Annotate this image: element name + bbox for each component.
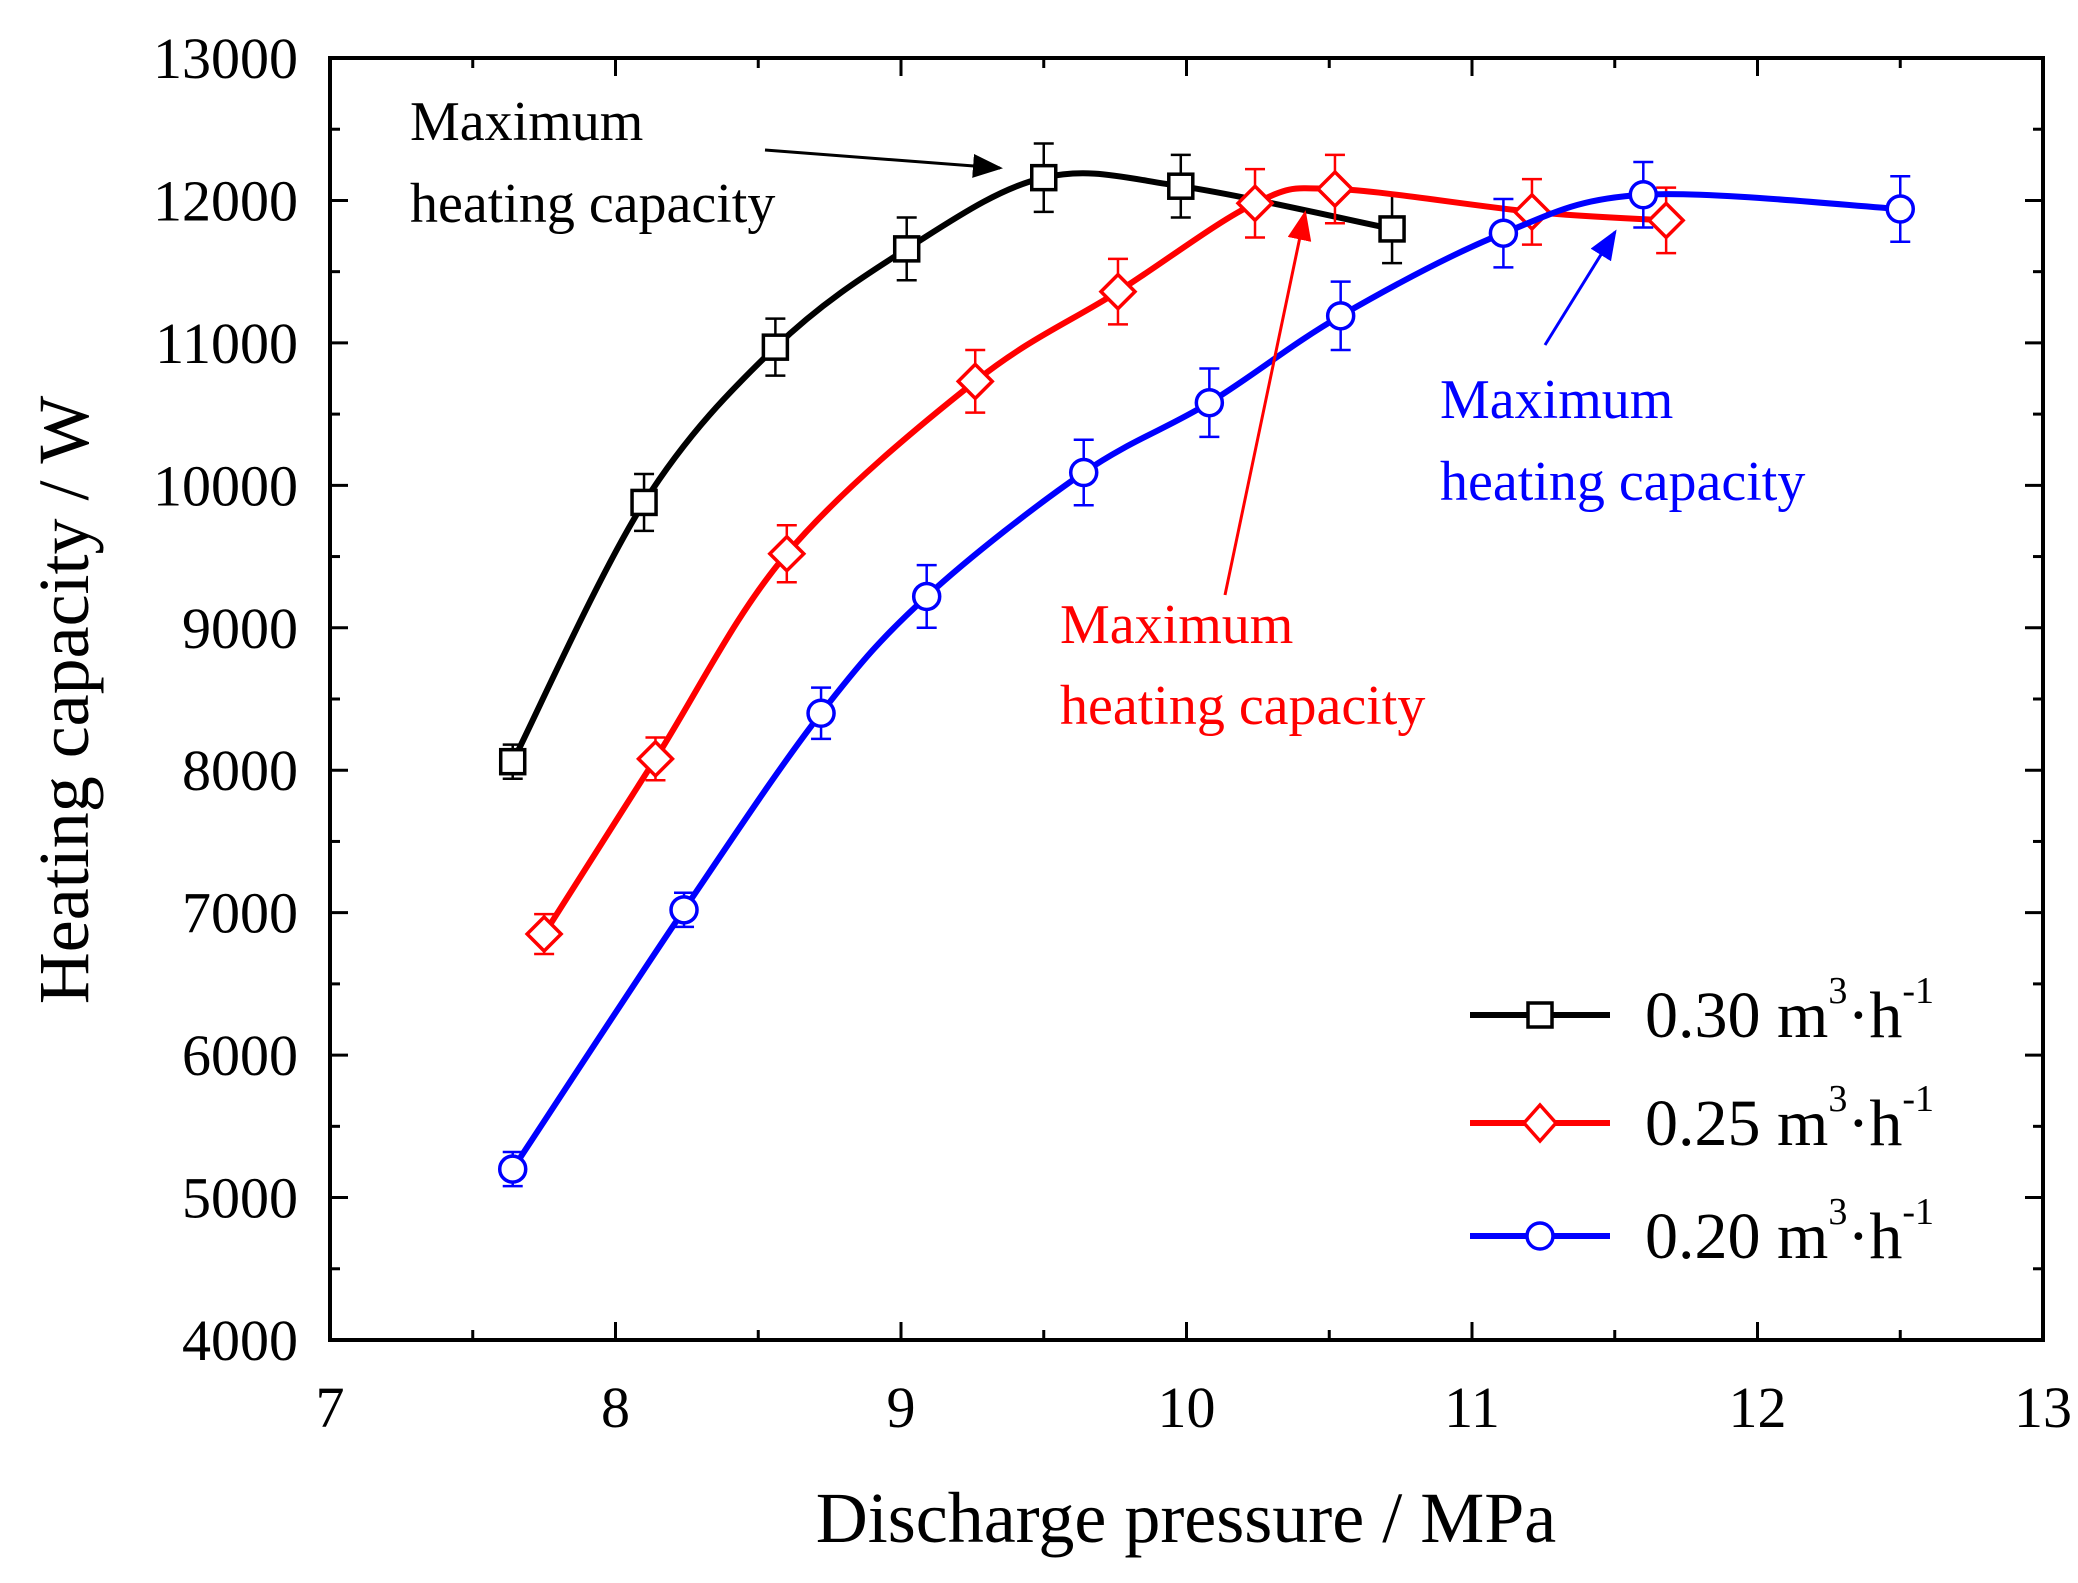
y-tick-label: 10000 xyxy=(153,453,298,518)
y-tick-label: 6000 xyxy=(182,1023,298,1088)
annotation-black-arrow xyxy=(764,148,1003,178)
y-tick-label: 11000 xyxy=(155,311,298,376)
data-point-diamond xyxy=(1235,183,1275,223)
series-layer xyxy=(497,142,1915,1188)
legend-label-main: 0.25 m xyxy=(1645,1087,1828,1160)
series-line xyxy=(541,185,1667,936)
x-tick-label: 13 xyxy=(2014,1375,2072,1440)
x-tick-label: 12 xyxy=(1729,1375,1787,1440)
x-tick-labels: 7 8 9 10 11 12 13 xyxy=(316,1375,2073,1440)
annotation-red-line1: Maximum xyxy=(1060,594,1293,656)
data-point-circle xyxy=(1068,457,1099,488)
x-tick-label: 8 xyxy=(601,1375,630,1440)
x-tick-label: 11 xyxy=(1444,1375,1500,1440)
legend-entry-0-30: 0.30 m3·h-1 xyxy=(1470,970,1934,1052)
ticks-layer xyxy=(328,56,2045,1342)
data-point-diamond xyxy=(1315,169,1355,209)
y-tick-label: 9000 xyxy=(182,596,298,661)
series-square xyxy=(498,142,1406,781)
data-point-square xyxy=(892,235,921,263)
data-point-circle xyxy=(1325,301,1356,331)
data-point-square xyxy=(1167,172,1195,200)
x-tick-label: 9 xyxy=(887,1375,916,1440)
legend-entry-0-25: 0.25 m3·h-1 xyxy=(1470,1078,1934,1160)
legend-label-mid: ·h xyxy=(1847,979,1902,1052)
data-point-diamond xyxy=(524,914,564,954)
data-point-square xyxy=(630,488,658,517)
series-circle xyxy=(497,160,1915,1188)
annotation-red-arrow xyxy=(1223,210,1312,596)
annotation-blue-line2: heating capacity xyxy=(1440,451,1805,513)
data-point-circle xyxy=(1488,218,1519,248)
y-tick-label: 8000 xyxy=(182,738,298,803)
annotation-red-line2: heating capacity xyxy=(1060,675,1425,737)
legend: 0.30 m3·h-1 0.25 m3·h-1 0.20 m3·h-1 xyxy=(1470,970,1934,1273)
y-tick-label: 13000 xyxy=(153,26,298,91)
legend-label: 0.30 m3·h-1 xyxy=(1645,970,1934,1052)
x-tick-label: 7 xyxy=(316,1375,345,1440)
legend-label-sup: -1 xyxy=(1902,1078,1934,1120)
data-point-diamond xyxy=(1098,272,1138,312)
data-point-circle xyxy=(1885,194,1915,224)
annotation-red: Maximum heating capacity xyxy=(1060,210,1425,737)
series-diamond xyxy=(524,153,1686,956)
data-point-diamond xyxy=(635,739,675,779)
series-line xyxy=(510,191,1901,1171)
data-point-circle xyxy=(911,581,942,612)
series-line xyxy=(510,170,1393,764)
data-point-square xyxy=(498,747,527,776)
x-axis-title: Discharge pressure / MPa xyxy=(816,1478,1557,1558)
annotation-blue-arrow xyxy=(1543,229,1617,346)
legend-label: 0.20 m3·h-1 xyxy=(1645,1191,1934,1273)
annotation-black-line1: Maximum xyxy=(410,91,643,153)
y-tick-label: 7000 xyxy=(182,881,298,946)
data-point-diamond xyxy=(955,361,995,401)
y-tick-label: 4000 xyxy=(182,1308,298,1373)
x-tick-label: 10 xyxy=(1158,1375,1216,1440)
legend-marker-diamond xyxy=(1521,1102,1559,1144)
legend-label-mid: ·h xyxy=(1847,1087,1902,1160)
data-point-circle xyxy=(806,698,836,728)
legend-marker-circle xyxy=(1525,1221,1555,1251)
y-tick-labels: 4000 5000 6000 7000 8000 9000 10000 1100… xyxy=(153,26,298,1373)
annotation-black-line2: heating capacity xyxy=(410,173,775,235)
annotation-black: Maximum heating capacity xyxy=(410,91,1003,235)
legend-entry-0-20: 0.20 m3·h-1 xyxy=(1470,1191,1934,1273)
data-point-circle xyxy=(1628,179,1659,210)
y-tick-label: 5000 xyxy=(182,1166,298,1231)
y-tick-label: 12000 xyxy=(153,168,298,233)
legend-label: 0.25 m3·h-1 xyxy=(1645,1078,1934,1160)
legend-label-sup: -1 xyxy=(1902,1191,1934,1233)
data-point-circle xyxy=(1194,387,1225,418)
data-point-circle xyxy=(497,1154,528,1184)
legend-label-sup: -1 xyxy=(1902,970,1934,1012)
data-point-square xyxy=(1030,163,1058,192)
legend-label-sup: 3 xyxy=(1828,1191,1847,1233)
legend-label-main: 0.30 m xyxy=(1645,979,1828,1052)
annotation-blue: Maximum heating capacity xyxy=(1440,229,1805,513)
y-axis-title: Heating capacity / W xyxy=(24,396,104,1004)
legend-label-main: 0.20 m xyxy=(1645,1200,1828,1273)
data-point-diamond xyxy=(1646,200,1686,240)
data-point-diamond xyxy=(767,534,807,574)
data-point-square xyxy=(1378,215,1406,243)
legend-label-mid: ·h xyxy=(1847,1200,1902,1273)
legend-label-sup: 3 xyxy=(1828,1078,1847,1120)
data-point-square xyxy=(761,333,790,361)
data-point-circle xyxy=(669,895,699,925)
legend-marker-square xyxy=(1526,1001,1554,1029)
annotation-blue-line1: Maximum xyxy=(1440,369,1673,431)
legend-label-sup: 3 xyxy=(1828,970,1847,1012)
